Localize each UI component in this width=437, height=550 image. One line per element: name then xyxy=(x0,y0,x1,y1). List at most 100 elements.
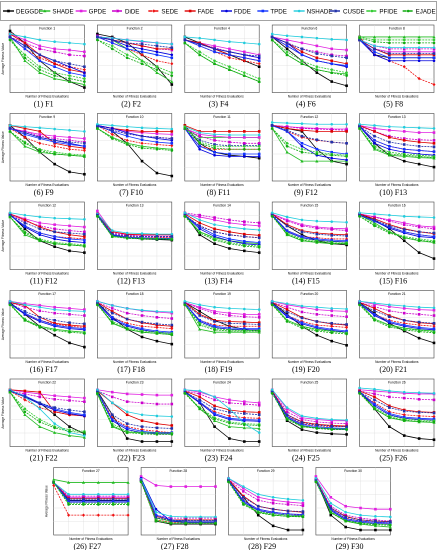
series-marker xyxy=(53,230,56,234)
series-line xyxy=(359,126,435,153)
series-marker xyxy=(432,139,436,142)
series-marker xyxy=(214,519,217,522)
series-marker xyxy=(155,232,159,236)
series-marker xyxy=(417,330,421,333)
series-marker xyxy=(155,71,159,74)
series-marker xyxy=(125,410,129,414)
series-marker xyxy=(110,124,114,127)
series-marker xyxy=(345,229,348,232)
series-marker xyxy=(68,140,71,144)
series-marker xyxy=(432,59,436,63)
y-axis-label: Average Fitness Value xyxy=(1,397,5,429)
series-line xyxy=(9,304,85,334)
series-marker xyxy=(155,325,159,330)
series-marker xyxy=(68,77,71,80)
series-marker xyxy=(155,310,159,313)
series-marker xyxy=(314,480,318,484)
series-marker xyxy=(300,428,304,431)
series-line xyxy=(359,391,435,414)
series-marker xyxy=(345,220,348,224)
series-line xyxy=(271,303,347,333)
series-marker xyxy=(154,513,158,517)
series-marker xyxy=(169,485,173,488)
series-marker xyxy=(110,44,114,48)
series-marker xyxy=(154,484,158,487)
series-marker xyxy=(300,414,304,418)
series-marker xyxy=(83,218,86,221)
series-marker xyxy=(68,170,71,174)
subplot: Function 9 Average Fitness Value Number of… xyxy=(1,113,86,197)
series-marker xyxy=(198,323,201,327)
series-marker xyxy=(68,326,71,329)
series-marker xyxy=(315,333,319,337)
series-marker xyxy=(38,133,42,136)
series-line xyxy=(9,125,85,149)
series-line xyxy=(359,39,434,49)
series-marker xyxy=(257,440,261,443)
x-axis-label: Number of Fitness Evaluations xyxy=(375,360,419,364)
series-marker xyxy=(345,422,348,425)
series-marker xyxy=(213,242,216,245)
subplot: Function 26 Number of Fitness Evaluations… xyxy=(358,378,436,463)
series-marker xyxy=(330,153,334,157)
series-line xyxy=(9,390,85,403)
series-line xyxy=(9,36,85,68)
series-marker xyxy=(300,422,304,426)
series-line xyxy=(184,213,260,236)
series-line xyxy=(184,214,260,245)
series-line xyxy=(271,214,347,240)
series-marker xyxy=(257,144,261,148)
series-marker xyxy=(330,68,334,71)
series-marker xyxy=(417,411,421,414)
series-line xyxy=(9,128,85,143)
series-marker xyxy=(228,50,231,54)
series-marker xyxy=(256,504,260,508)
series-marker xyxy=(257,59,261,63)
series-marker xyxy=(228,321,231,325)
series-marker xyxy=(315,122,319,126)
series-marker xyxy=(83,86,86,89)
subplot-title: Function 8 xyxy=(389,27,405,31)
series-line xyxy=(271,389,347,422)
series-marker xyxy=(373,38,376,42)
series-marker xyxy=(300,224,304,228)
series-marker xyxy=(198,319,201,322)
series-marker xyxy=(125,44,129,48)
series-marker xyxy=(23,133,27,136)
series-marker xyxy=(170,238,174,241)
series-marker xyxy=(126,497,130,501)
series-line xyxy=(272,213,347,230)
series-marker xyxy=(68,430,71,433)
subplot: Function 10 Number of Fitness Evaluations… xyxy=(95,113,174,197)
series-line xyxy=(184,302,260,324)
series-marker xyxy=(83,322,86,326)
series-marker xyxy=(345,122,348,126)
series-marker xyxy=(53,139,56,142)
series-marker xyxy=(388,525,392,529)
series-marker xyxy=(125,437,129,440)
series-line xyxy=(184,128,260,138)
series-marker xyxy=(140,324,144,328)
series-marker xyxy=(198,407,201,411)
series-line xyxy=(184,390,260,406)
series-line xyxy=(315,480,391,525)
legend-marker xyxy=(188,9,192,13)
series-marker xyxy=(183,388,187,392)
series-marker xyxy=(228,398,231,402)
series-marker xyxy=(183,35,187,39)
series-line xyxy=(97,303,172,333)
series-marker xyxy=(228,147,231,151)
series-marker xyxy=(198,53,201,57)
series-line xyxy=(9,390,85,413)
series-marker xyxy=(257,130,261,133)
series-marker xyxy=(8,32,12,36)
x-axis-label: Number of Fitness Evaluations xyxy=(113,95,157,99)
series-marker xyxy=(155,59,159,63)
series-marker xyxy=(285,320,289,323)
series-marker xyxy=(373,215,376,219)
series-marker xyxy=(23,389,27,393)
series-line xyxy=(359,391,435,423)
series-marker xyxy=(242,499,245,503)
series-marker xyxy=(68,237,71,241)
series-marker xyxy=(345,329,348,333)
